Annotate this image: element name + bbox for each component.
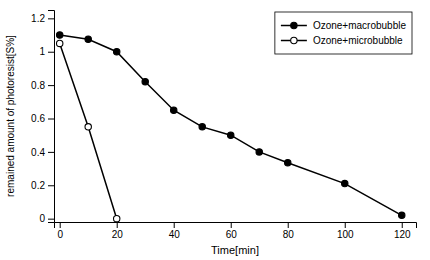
legend: Ozone+macrobubble Ozone+microbubble xyxy=(275,12,412,54)
tick-label: 100 xyxy=(337,229,354,240)
tick-label: 1.2 xyxy=(31,13,45,24)
tick: 100 xyxy=(337,222,354,240)
legend-swatch-marker xyxy=(291,37,297,43)
tick-mark xyxy=(48,52,54,53)
point xyxy=(199,124,205,130)
point xyxy=(57,32,63,38)
chart: 0 20 40 60 80 100 120 0 0.2 0.4 0.6 0.8 1 1.2 Time[min… xyxy=(0,0,430,260)
tick: 1.2 xyxy=(31,13,54,24)
tick: 0.2 xyxy=(31,180,54,191)
legend-frame xyxy=(275,12,412,54)
tick-label: 40 xyxy=(169,229,181,240)
point xyxy=(57,40,63,46)
tick-mark xyxy=(48,119,54,120)
point xyxy=(399,212,405,218)
tick-mark xyxy=(174,222,175,228)
tick-label: 0.8 xyxy=(31,80,45,91)
point xyxy=(256,149,262,155)
tick: 0 xyxy=(57,222,63,240)
point xyxy=(342,180,348,186)
tick-label: 20 xyxy=(112,229,124,240)
legend-label: Ozone+macrobubble xyxy=(313,20,407,31)
series-line xyxy=(60,43,117,218)
tick-mark xyxy=(48,185,54,186)
tick: 0.8 xyxy=(31,80,54,91)
tick-label: 80 xyxy=(283,229,295,240)
y-axis-title: remained amount of photoresist[S%] xyxy=(5,35,16,197)
legend-label: Ozone+microbubble xyxy=(313,35,403,46)
tick: 40 xyxy=(169,222,181,240)
tick-label: 0.6 xyxy=(31,113,45,124)
series-line xyxy=(60,35,402,215)
tick-label: 0.2 xyxy=(31,180,45,191)
tick-mark xyxy=(48,219,54,220)
point xyxy=(228,132,234,138)
tick-mark xyxy=(345,222,346,228)
point xyxy=(85,124,91,130)
tick-label: 0 xyxy=(39,213,45,224)
tick: 20 xyxy=(112,222,124,240)
tick-mark xyxy=(48,85,54,86)
tick-label: 120 xyxy=(394,229,411,240)
tick: 80 xyxy=(283,222,295,240)
tick-label: 0.4 xyxy=(31,147,45,158)
legend-entry: Ozone+microbubble xyxy=(281,35,403,46)
point xyxy=(171,107,177,113)
tick-mark xyxy=(288,222,289,228)
tick-mark xyxy=(60,222,61,228)
tick: 0.6 xyxy=(31,113,54,124)
x-axis-title: Time[min] xyxy=(211,244,259,256)
tick: 0.4 xyxy=(31,147,54,158)
axis-line xyxy=(55,223,417,229)
tick: 120 xyxy=(394,222,411,240)
tick-mark xyxy=(48,152,54,153)
y-axis: 0 0.2 0.4 0.6 0.8 1 1.2 xyxy=(31,11,54,225)
tick-mark xyxy=(231,222,232,228)
tick-mark xyxy=(48,18,54,19)
tick-label: 60 xyxy=(226,229,238,240)
point xyxy=(142,79,148,85)
tick-mark xyxy=(402,222,403,228)
tick: 60 xyxy=(226,222,238,240)
axis-line xyxy=(48,11,55,223)
tick: 1 xyxy=(39,46,54,57)
plot-area xyxy=(57,32,405,222)
legend-swatch-marker xyxy=(291,22,297,28)
tick: 0 xyxy=(39,213,54,224)
x-axis: 0 20 40 60 80 100 120 xyxy=(55,222,417,240)
tick-label: 0 xyxy=(57,229,63,240)
tick-label: 1 xyxy=(39,46,45,57)
legend-entry: Ozone+macrobubble xyxy=(281,20,407,31)
point xyxy=(114,215,120,221)
point xyxy=(285,160,291,166)
point xyxy=(85,36,91,42)
point xyxy=(114,49,120,55)
tick-mark xyxy=(117,222,118,228)
